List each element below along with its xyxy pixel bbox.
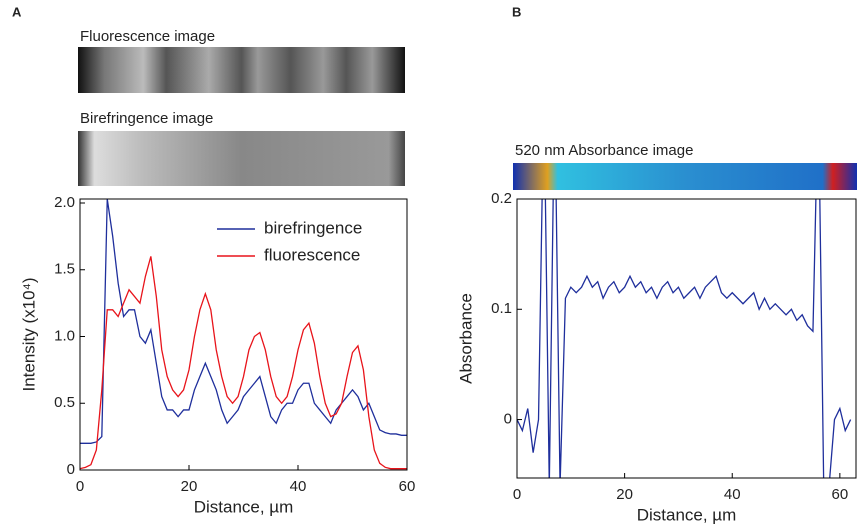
y-tick-label: 0 [504,411,512,428]
legend-label: fluorescence [264,245,360,264]
legend-label: birefringence [264,218,362,237]
y-tick-label: 0.5 [54,394,75,411]
birefringence-image [78,131,405,186]
y-tick-label: 0.2 [491,190,512,207]
image-label: 520 nm Absorbance image [515,142,693,159]
fluorescence-image [78,47,405,93]
image-label: Birefringence image [80,110,213,127]
panel-label: A [12,4,22,19]
x-axis-label: Distance, µm [637,505,737,524]
y-tick-label: 0 [67,461,75,478]
y-axis-label: Intensity (x10⁴) [19,277,38,391]
x-tick-label: 0 [513,486,521,503]
data-line [80,256,407,470]
data-line [80,199,407,444]
axes-frame [79,198,408,471]
y-tick-label: 1.5 [54,261,75,278]
x-axis-label: Distance, µm [194,497,294,516]
y-tick-label: 0.1 [491,300,512,317]
y-tick-label: 2.0 [54,194,75,211]
data-line [517,199,852,478]
x-tick-label: 60 [399,478,416,495]
y-axis-label: Absorbance [456,293,475,384]
y-tick-label: 1.0 [54,327,75,344]
x-tick-label: 20 [181,478,198,495]
x-tick-label: 20 [616,486,633,503]
axes-frame [516,198,857,479]
absorbance-image [513,163,857,190]
panel-label: B [512,4,521,19]
image-label: Fluorescence image [80,28,215,45]
x-tick-label: 0 [76,478,84,495]
x-tick-label: 40 [724,486,741,503]
x-tick-label: 40 [290,478,307,495]
x-tick-label: 60 [832,486,849,503]
